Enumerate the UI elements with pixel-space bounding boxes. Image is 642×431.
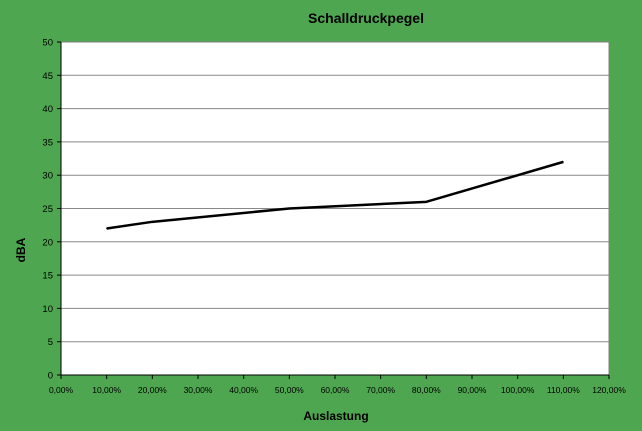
data-point bbox=[562, 161, 564, 163]
y-tick-label: 15 bbox=[42, 271, 53, 282]
y-axis-ticks: 0 5 10 15 20 25 30 35 40 45 50 bbox=[42, 38, 61, 382]
chart-title: Schalldruckpegel bbox=[308, 10, 424, 26]
y-tick-label: 20 bbox=[42, 237, 53, 248]
y-tick-label: 10 bbox=[42, 304, 53, 315]
data-point bbox=[151, 221, 153, 223]
x-tick-label: 20,00% bbox=[138, 385, 167, 395]
x-axis-ticks: 0,00% 10,00% 20,00% 30,00% 40,00% 50,00% 60,00… bbox=[49, 375, 626, 395]
y-tick-label: 30 bbox=[42, 171, 53, 182]
y-tick-label: 40 bbox=[42, 104, 53, 115]
y-tick-label: 25 bbox=[42, 204, 53, 215]
data-point bbox=[106, 227, 108, 229]
y-tick-label: 45 bbox=[42, 71, 53, 82]
x-tick-label: 80,00% bbox=[412, 385, 441, 395]
x-tick-label: 90,00% bbox=[458, 385, 487, 395]
data-series bbox=[106, 160, 564, 230]
x-tick-label: 100,00% bbox=[501, 385, 535, 395]
x-tick-label: 10,00% bbox=[92, 385, 121, 395]
x-tick-label: 50,00% bbox=[275, 385, 304, 395]
x-tick-label: 120,00% bbox=[592, 385, 626, 395]
y-tick-label: 0 bbox=[48, 371, 53, 382]
x-tick-label: 30,00% bbox=[184, 385, 213, 395]
x-tick-label: 40,00% bbox=[229, 385, 258, 395]
x-tick-label: 0,00% bbox=[49, 385, 74, 395]
y-tick-label: 5 bbox=[48, 337, 53, 348]
data-point bbox=[425, 201, 427, 203]
y-axis-label: dBA bbox=[14, 237, 28, 262]
x-axis-label: Auslastung bbox=[303, 409, 368, 423]
x-tick-label: 60,00% bbox=[321, 385, 350, 395]
y-tick-label: 35 bbox=[42, 137, 53, 148]
x-tick-label: 110,00% bbox=[547, 385, 580, 395]
y-tick-label: 50 bbox=[42, 38, 53, 49]
data-point bbox=[288, 208, 290, 209]
x-tick-label: 70,00% bbox=[366, 385, 395, 395]
